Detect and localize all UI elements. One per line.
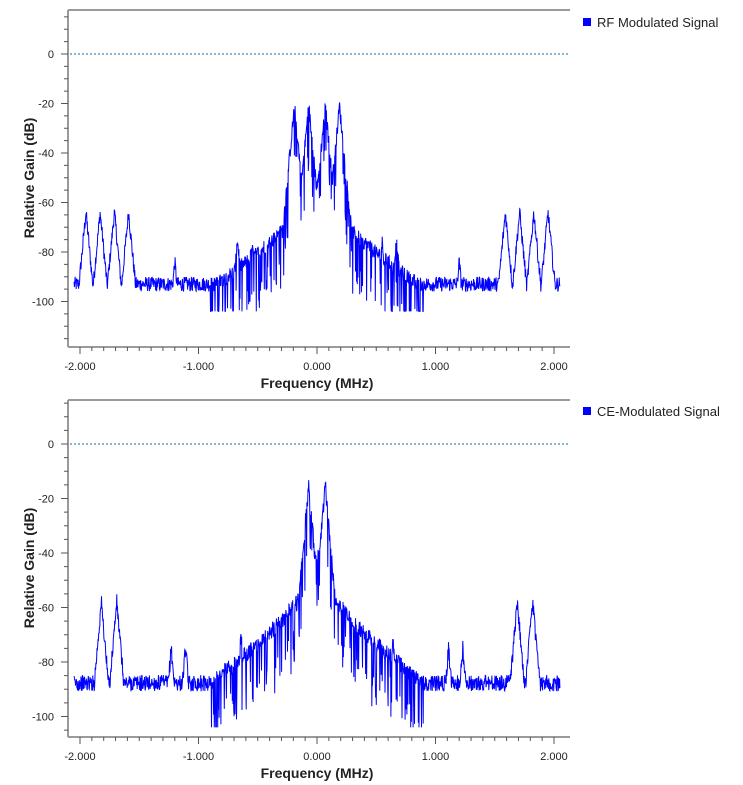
y-tick-label: -60	[38, 198, 54, 210]
y-tick-label: 0	[48, 439, 54, 451]
series-line-ce-modulated-signal	[73, 480, 561, 728]
chart-panel-rf: 0 -20 -40 -60 -80 -100 -2.000 -1.000 0.000 1.000…	[21, 9, 719, 391]
x-tick-label: -2.000	[64, 751, 95, 763]
legend-swatch-ce	[583, 407, 591, 415]
x-tick-label: 2.000	[540, 361, 568, 373]
series-line-rf-modulated-signal	[73, 102, 561, 312]
x-axis-label: Frequency (MHz)	[261, 375, 374, 391]
y-tick-label: -40	[38, 548, 54, 560]
x-axis-label: Frequency (MHz)	[261, 765, 374, 781]
x-tick-label: 0.000	[303, 751, 331, 763]
y-tick-label: -80	[38, 247, 54, 259]
x-tick-label: 2.000	[540, 751, 568, 763]
y-axis-label: Relative Gain (dB)	[21, 118, 37, 239]
x-axis-ticks: -2.000 -1.000 0.000 1.000 2.000	[64, 737, 568, 763]
legend-label-ce: CE-Modulated Signal	[597, 404, 720, 419]
y-tick-label: -60	[38, 603, 54, 615]
y-axis-label: Relative Gain (dB)	[21, 508, 37, 629]
legend-swatch-rf	[583, 18, 591, 26]
chart-panel-ce: 0 -20 -40 -60 -80 -100 -2.000 -1.000 0.000 1.000…	[21, 399, 720, 781]
y-tick-label: -100	[32, 297, 54, 309]
x-tick-label: 0.000	[303, 361, 331, 373]
x-tick-label: -2.000	[64, 361, 95, 373]
y-tick-label: -100	[32, 712, 54, 724]
y-tick-label: -40	[38, 148, 54, 160]
x-tick-label: -1.000	[183, 361, 214, 373]
y-axis-ticks: 0 -20 -40 -60 -80 -100	[32, 16, 68, 340]
y-tick-label: -80	[38, 657, 54, 669]
y-axis-ticks: 0 -20 -40 -60 -80 -100	[32, 402, 68, 731]
y-tick-label: -20	[38, 494, 54, 506]
x-tick-label: 1.000	[422, 361, 450, 373]
x-tick-label: -1.000	[183, 751, 214, 763]
y-tick-label: -20	[38, 99, 54, 111]
x-axis-ticks: -2.000 -1.000 0.000 1.000 2.000	[64, 347, 568, 373]
y-tick-label: 0	[48, 49, 54, 61]
x-tick-label: 1.000	[422, 751, 450, 763]
legend-label-rf: RF Modulated Signal	[597, 15, 719, 30]
